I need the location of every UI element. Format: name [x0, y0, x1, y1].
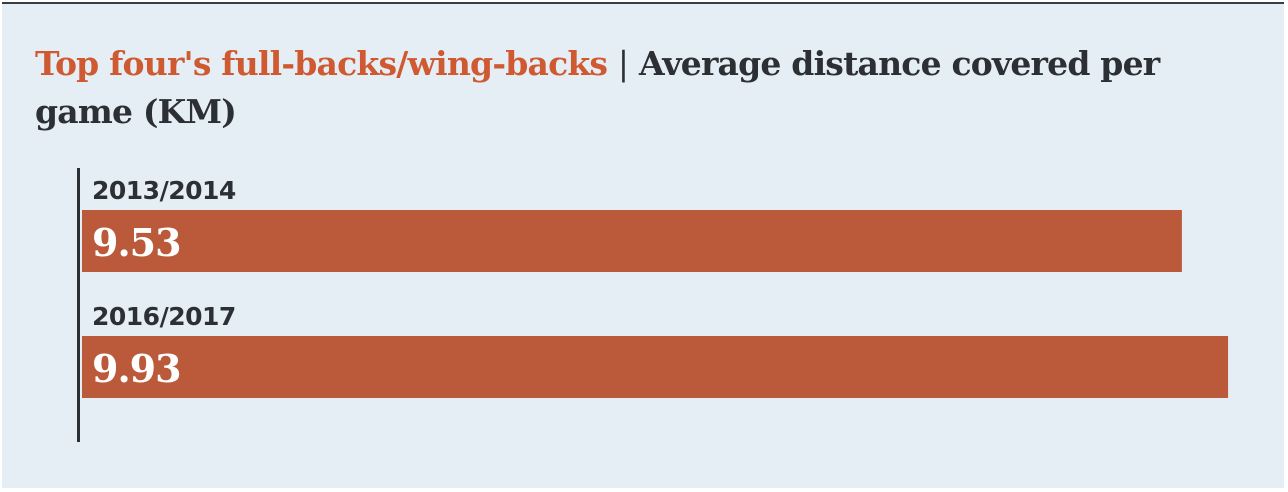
- bar: [82, 336, 1229, 398]
- title-highlight: Top four's full-backs/wing-backs: [35, 44, 608, 83]
- title-main: Average distance covered per game (KM): [35, 44, 1160, 131]
- value-label: 9.93: [92, 346, 181, 391]
- title-separator: |: [617, 44, 629, 83]
- chart-title: Top four's full-backs/wing-backs | Avera…: [35, 40, 1215, 136]
- category-label: 2016/2017: [92, 302, 236, 331]
- category-label: 2013/2014: [92, 176, 236, 205]
- y-axis-line: [77, 168, 80, 442]
- bar: [82, 210, 1182, 272]
- value-label: 9.53: [92, 220, 181, 265]
